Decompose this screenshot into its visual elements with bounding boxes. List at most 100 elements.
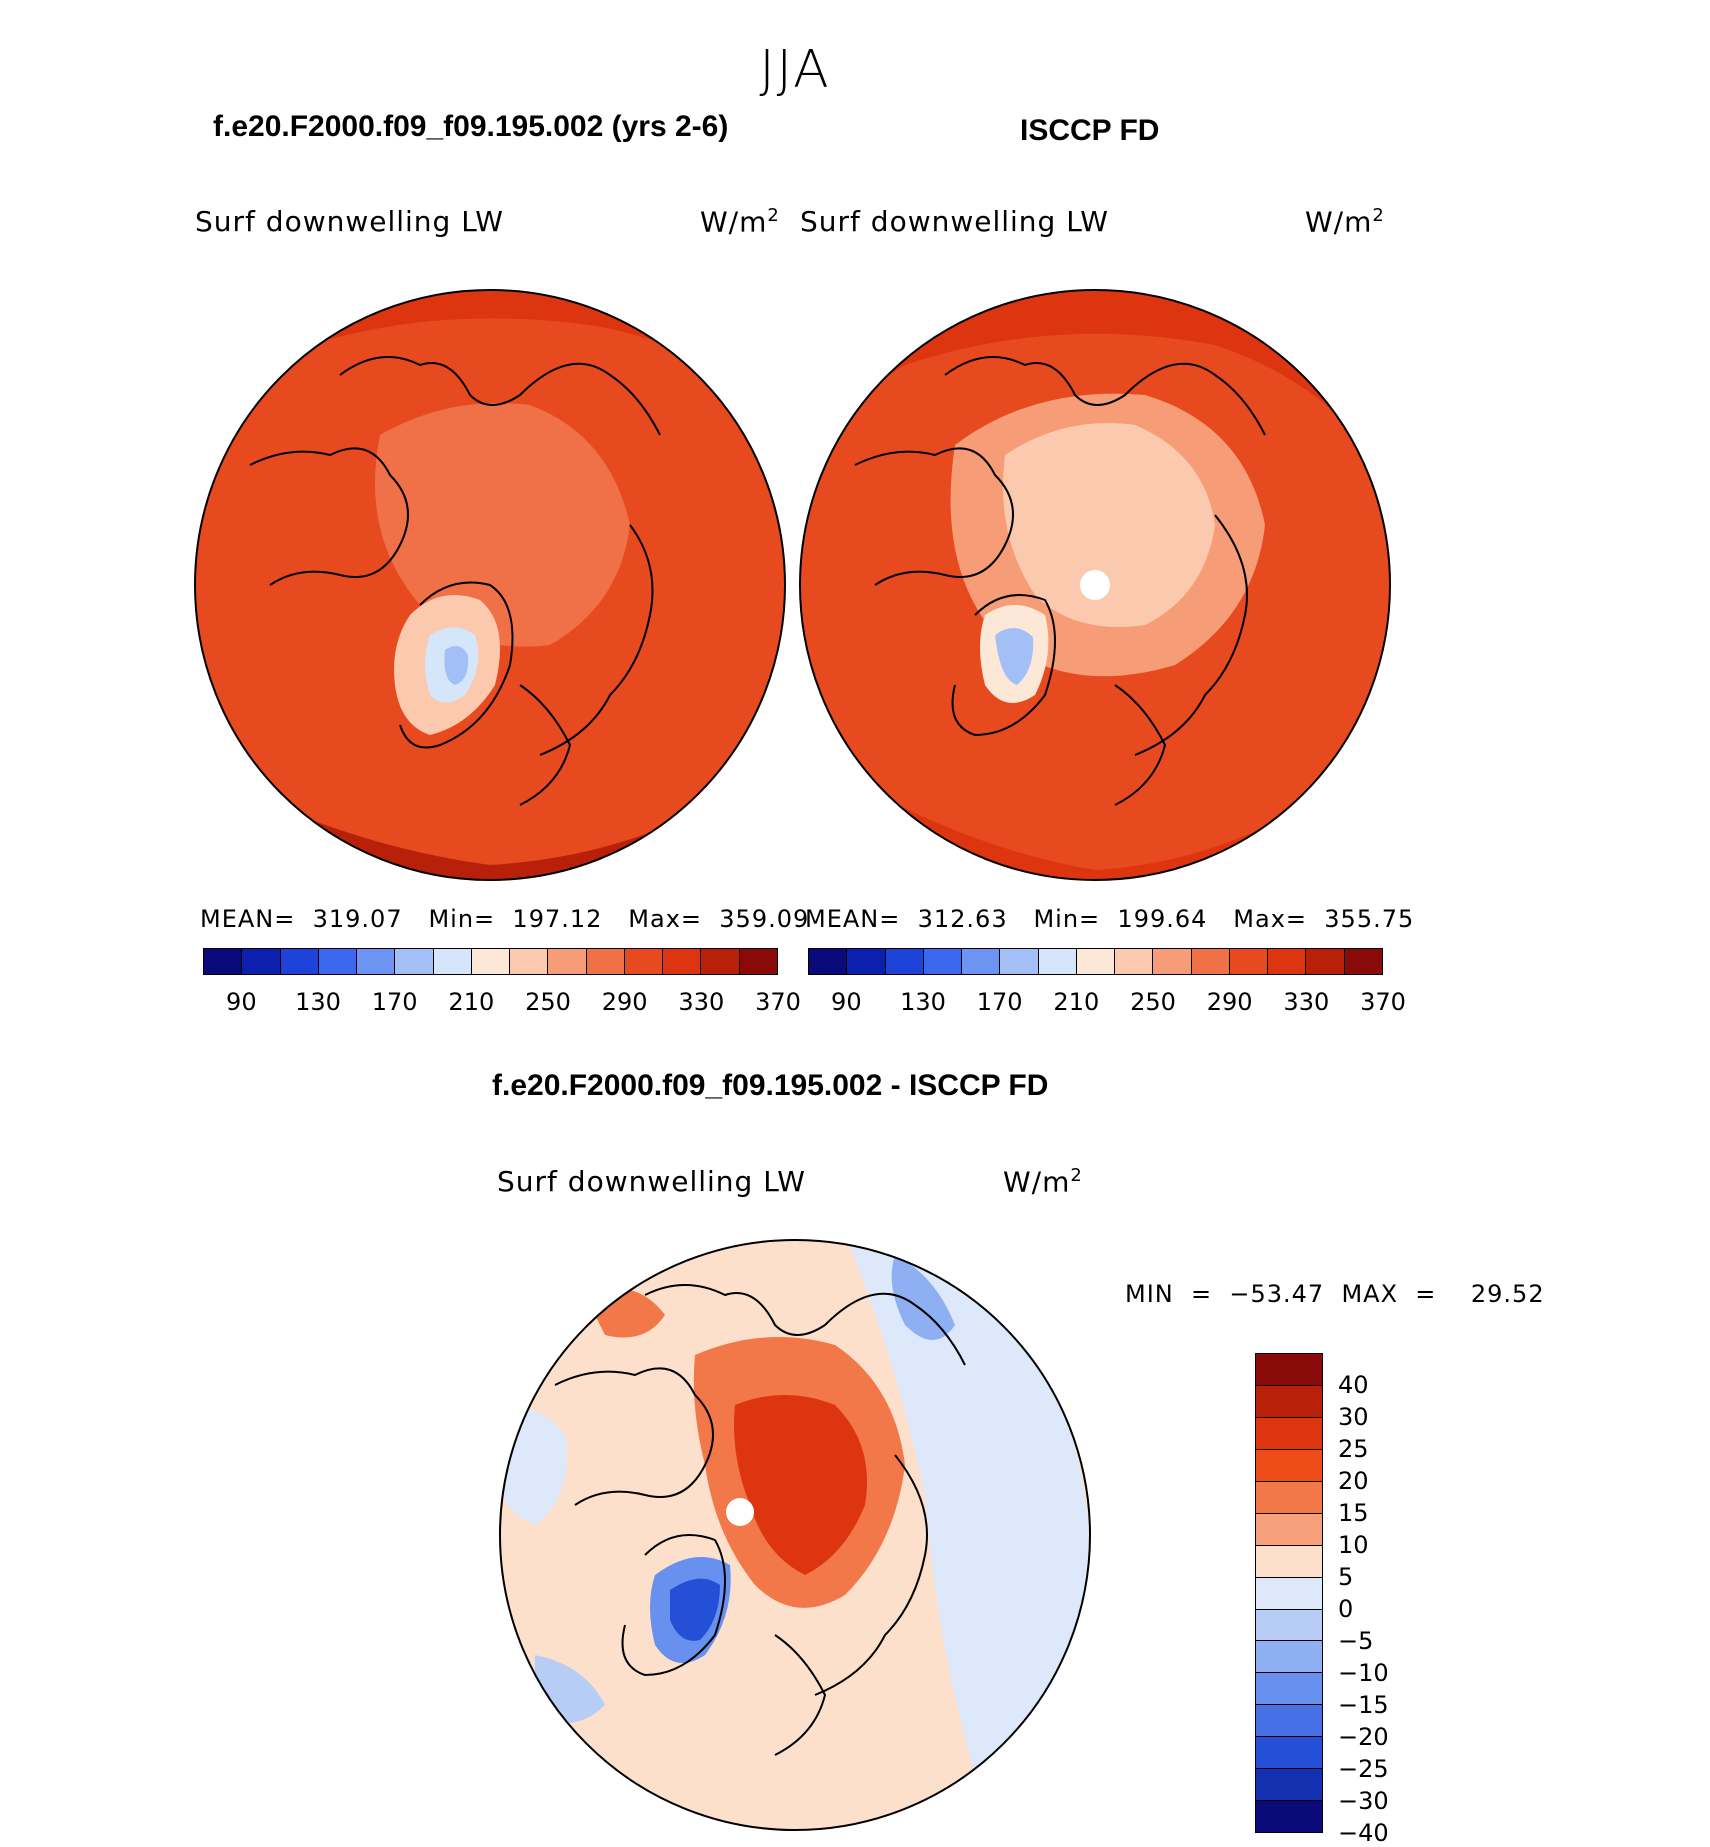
colorbar-swatch — [586, 949, 625, 974]
colorbar-tick-label: 130 — [900, 988, 946, 1016]
colorbar-swatch — [1038, 949, 1077, 974]
colorbar-swatch — [847, 949, 886, 974]
season-title: JJA — [759, 40, 831, 100]
colorbar-tick-label: 40 — [1338, 1371, 1369, 1399]
colorbar-tick-label: −25 — [1338, 1755, 1389, 1783]
colorbar-swatch — [1256, 1354, 1322, 1386]
left-colorbar-ticks: 90 130 170 210 250 290 330 370 — [203, 988, 801, 1018]
colorbar-swatch — [701, 949, 740, 974]
colorbar-tick-label: 10 — [1338, 1531, 1369, 1559]
diff-negative-region-east — [845, 1240, 1090, 1775]
colorbar-swatch — [1256, 1577, 1322, 1610]
right-pole-missing-data — [1080, 570, 1110, 600]
colorbar-swatch — [1256, 1385, 1322, 1418]
colorbar-swatch — [1256, 1609, 1322, 1642]
colorbar-swatch — [1153, 949, 1192, 974]
right-variable-label: Surf downwelling LW — [800, 205, 1109, 238]
colorbar-tick-label: 330 — [1283, 988, 1330, 1016]
colorbar-swatch — [624, 949, 664, 974]
left-stats: MEAN= 319.07 Min= 197.12 Max= 359.09 — [200, 905, 810, 933]
colorbar-swatch — [471, 949, 511, 974]
colorbar-tick-label: 90 — [226, 988, 257, 1016]
left-panel-title: f.e20.F2000.f09_f09.195.002 (yrs 2-6) — [213, 110, 729, 143]
diff-colorbar — [1255, 1353, 1323, 1833]
right-polar-map — [799, 289, 1391, 881]
colorbar-tick-label: −40 — [1338, 1819, 1389, 1847]
colorbar-swatch — [548, 949, 587, 974]
right-arctic-core — [1003, 423, 1215, 627]
colorbar-tick-label: 5 — [1338, 1563, 1354, 1591]
colorbar-tick-label: −5 — [1338, 1627, 1374, 1655]
colorbar-tick-label: 250 — [1130, 988, 1176, 1016]
colorbar-swatch — [1256, 1769, 1322, 1802]
colorbar-tick-label: 25 — [1338, 1435, 1369, 1463]
colorbar-tick-label: 20 — [1338, 1467, 1369, 1495]
colorbar-swatch — [1268, 949, 1307, 974]
colorbar-swatch — [1256, 1481, 1322, 1514]
colorbar-swatch — [204, 949, 243, 974]
diff-coastlines — [554, 1284, 966, 1756]
colorbar-swatch — [1256, 1673, 1322, 1706]
colorbar-swatch — [923, 949, 963, 974]
colorbar-swatch — [318, 949, 358, 974]
colorbar-tick-label: 130 — [295, 988, 341, 1016]
colorbar-swatch — [357, 949, 396, 974]
right-colorbar — [808, 948, 1383, 975]
colorbar-swatch — [962, 949, 1001, 974]
colorbar-swatch — [1256, 1705, 1322, 1738]
colorbar-swatch — [885, 949, 924, 974]
colorbar-tick-label: 290 — [601, 988, 648, 1016]
colorbar-swatch — [1344, 949, 1382, 974]
colorbar-swatch — [1229, 949, 1269, 974]
colorbar-swatch — [1256, 1737, 1322, 1770]
colorbar-tick-label: 30 — [1338, 1403, 1369, 1431]
colorbar-swatch — [1256, 1801, 1322, 1833]
colorbar-swatch — [1306, 949, 1345, 974]
left-units-label: W/m2 — [700, 205, 780, 239]
colorbar-swatch — [1256, 1449, 1322, 1482]
diff-positive-arctic-core — [734, 1395, 867, 1575]
diff-negative-patch-ne — [891, 1255, 955, 1340]
colorbar-tick-label: 90 — [831, 988, 862, 1016]
colorbar-tick-label: 170 — [371, 988, 418, 1016]
colorbar-tick-label: 210 — [448, 988, 495, 1016]
diff-stats: MIN = −53.47 MAX = 29.52 — [1125, 1280, 1545, 1308]
left-coastlines — [249, 356, 661, 806]
colorbar-swatch — [1076, 949, 1116, 974]
colorbar-swatch — [242, 949, 281, 974]
colorbar-tick-label: −30 — [1338, 1787, 1389, 1815]
colorbar-swatch — [510, 949, 549, 974]
colorbar-tick-label: 330 — [678, 988, 725, 1016]
colorbar-tick-label: 370 — [1360, 988, 1406, 1016]
right-panel-title: ISCCP FD — [1020, 114, 1160, 147]
left-variable-label: Surf downwelling LW — [195, 205, 504, 238]
right-greenland-inner — [995, 627, 1034, 685]
diff-variable-label: Surf downwelling LW — [497, 1165, 806, 1198]
diff-pole-missing-data — [726, 1498, 754, 1526]
colorbar-swatch — [1256, 1417, 1322, 1450]
diff-units-label: W/m2 — [1003, 1165, 1083, 1199]
right-units-label: W/m2 — [1305, 205, 1385, 239]
right-coastlines — [854, 356, 1266, 806]
left-polar-map — [194, 289, 786, 881]
colorbar-tick-label: 0 — [1338, 1595, 1354, 1623]
left-colorbar — [203, 948, 778, 975]
colorbar-swatch — [663, 949, 702, 974]
right-colorbar-ticks: 90 130 170 210 250 290 330 370 — [808, 988, 1406, 1018]
colorbar-swatch — [280, 949, 319, 974]
diff-polar-map — [499, 1239, 1091, 1831]
colorbar-tick-label: 210 — [1053, 988, 1100, 1016]
colorbar-swatch — [395, 949, 434, 974]
colorbar-tick-label: 290 — [1206, 988, 1253, 1016]
right-stats: MEAN= 312.63 Min= 199.64 Max= 355.75 — [805, 905, 1415, 933]
colorbar-swatch — [1191, 949, 1230, 974]
right-warm-band-north — [800, 290, 1390, 505]
colorbar-swatch — [809, 949, 848, 974]
colorbar-swatch — [1000, 949, 1039, 974]
colorbar-swatch — [1256, 1545, 1322, 1578]
colorbar-tick-label: −10 — [1338, 1659, 1389, 1687]
colorbar-swatch — [433, 949, 472, 974]
colorbar-swatch — [1256, 1641, 1322, 1674]
diff-negative-greenland-core — [670, 1578, 720, 1641]
colorbar-tick-label: 170 — [976, 988, 1023, 1016]
